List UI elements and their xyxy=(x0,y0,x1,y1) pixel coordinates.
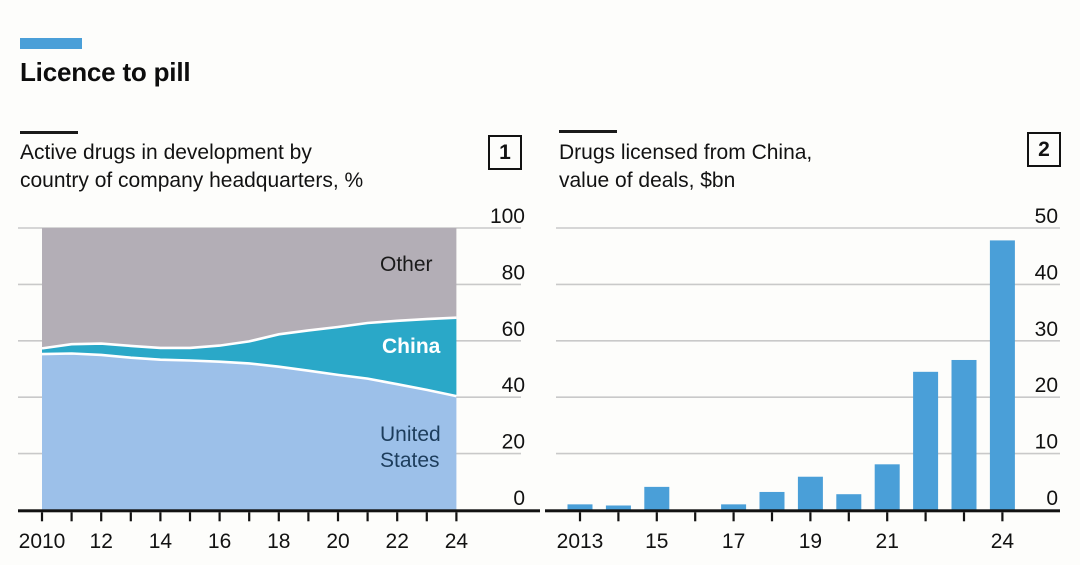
bar-2017 xyxy=(721,504,747,510)
x-axis-line xyxy=(545,509,1060,513)
panel2-subtitle-line-1: Drugs licensed from China, xyxy=(559,141,813,164)
x-axis-tick xyxy=(847,512,850,522)
x-axis-tick-label: 2010 xyxy=(19,530,66,553)
brand-tag-bar xyxy=(20,38,82,49)
y-axis-tick-label: 50 xyxy=(1035,205,1058,228)
x-axis-tick xyxy=(129,512,132,522)
bar-2020 xyxy=(836,494,862,510)
x-axis-tick xyxy=(248,512,251,522)
area-united-states xyxy=(42,353,457,510)
y-axis-tick-label: 40 xyxy=(1035,261,1058,284)
y-axis-tick-label: 30 xyxy=(1035,318,1058,341)
x-axis-tick-label: 18 xyxy=(267,530,290,553)
bar-2022 xyxy=(913,371,939,510)
panel1-subtitle: Active drugs in development by country o… xyxy=(20,139,363,195)
x-axis-tick xyxy=(425,512,428,522)
bar-2021 xyxy=(874,464,900,510)
panel2-index-box: 2 xyxy=(1027,132,1061,167)
x-axis-tick xyxy=(396,512,399,522)
x-axis-tick xyxy=(40,512,44,522)
x-axis-tick-label: 15 xyxy=(645,530,668,553)
x-axis-tick xyxy=(307,512,310,522)
y-axis-tick-label: 20 xyxy=(502,431,525,454)
x-axis-tick xyxy=(336,512,340,522)
x-axis-line xyxy=(18,509,540,513)
area-boundary-china-top xyxy=(41,316,457,350)
x-axis-tick xyxy=(694,512,697,522)
x-axis-tick xyxy=(655,512,658,522)
x-axis-tick xyxy=(366,512,369,522)
panel2-subtitle: Drugs licensed from China, value of deal… xyxy=(559,139,812,195)
figure-title: Licence to pill xyxy=(20,57,191,87)
bar-2024 xyxy=(989,240,1015,510)
bar-2023 xyxy=(951,359,977,510)
x-axis-tick xyxy=(188,512,192,522)
area-boundary-us-top xyxy=(41,352,457,398)
x-axis-tick xyxy=(770,512,774,522)
area-label-other: Other xyxy=(380,253,433,276)
x-axis-tick xyxy=(218,512,221,522)
y-axis-tick-label: 80 xyxy=(502,261,525,284)
panel1-topic-rule xyxy=(20,131,78,134)
x-axis-tick xyxy=(100,512,103,522)
bar-2019 xyxy=(797,476,823,510)
x-axis-tick-label: 12 xyxy=(90,530,113,553)
panel1-index-box: 1 xyxy=(488,135,522,170)
x-axis-tick-label: 19 xyxy=(799,530,822,553)
bar-2015 xyxy=(644,486,670,510)
area-other xyxy=(42,228,457,349)
x-axis-tick xyxy=(578,512,582,522)
x-axis-tick xyxy=(924,512,927,522)
x-axis-tick xyxy=(732,512,735,522)
x-axis-tick xyxy=(1001,512,1004,522)
x-axis-tick xyxy=(809,512,812,522)
y-axis-tick-label: 60 xyxy=(502,318,525,341)
panel1-subtitle-line-1: Active drugs in development by xyxy=(20,141,312,164)
bar-2013 xyxy=(567,504,593,510)
y-axis-tick-label: 40 xyxy=(502,374,525,397)
x-axis-tick xyxy=(277,512,280,522)
x-axis-tick-label: 17 xyxy=(722,530,745,553)
bar-2018 xyxy=(759,491,785,510)
area-label-united-states: United States xyxy=(380,423,441,472)
x-axis-tick-label: 24 xyxy=(445,530,469,553)
x-axis-tick-label: 16 xyxy=(208,530,231,553)
panel1-subtitle-line-2: country of company headquarters, % xyxy=(20,169,364,192)
y-axis-tick-label: 0 xyxy=(513,487,525,510)
x-axis-tick xyxy=(159,512,162,522)
y-axis-tick-label: 100 xyxy=(490,205,525,228)
y-axis-tick-label: 10 xyxy=(1035,431,1058,454)
x-axis-tick xyxy=(962,512,966,522)
x-axis-tick-label: 22 xyxy=(386,530,409,553)
y-axis-tick-label: 20 xyxy=(1035,374,1058,397)
x-axis-tick xyxy=(886,512,889,522)
x-axis-tick-label: 20 xyxy=(326,530,349,553)
area-label-china: China xyxy=(382,335,441,358)
x-axis-tick xyxy=(455,512,458,522)
y-axis-tick-label: 0 xyxy=(1046,487,1058,510)
x-axis-tick-label: 14 xyxy=(149,530,173,553)
x-axis-tick-label: 24 xyxy=(991,530,1015,553)
x-axis-tick xyxy=(617,512,620,522)
x-axis-tick-label: 21 xyxy=(876,530,899,553)
panel2-subtitle-line-2: value of deals, $bn xyxy=(559,169,736,192)
bar-2014 xyxy=(605,505,631,510)
panel2-topic-rule xyxy=(559,130,617,133)
x-axis-tick-label: 2013 xyxy=(557,530,604,553)
x-axis-tick xyxy=(70,512,73,522)
